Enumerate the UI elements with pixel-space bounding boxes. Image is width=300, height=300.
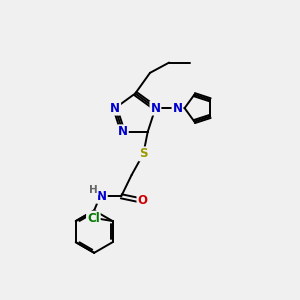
Text: N: N: [172, 102, 182, 115]
Text: O: O: [137, 194, 147, 207]
Text: S: S: [139, 147, 148, 161]
Text: N: N: [97, 190, 107, 203]
Text: N: N: [150, 102, 161, 115]
Text: N: N: [110, 102, 120, 115]
Text: Cl: Cl: [87, 212, 100, 225]
Text: H: H: [89, 185, 98, 195]
Text: N: N: [118, 125, 128, 138]
